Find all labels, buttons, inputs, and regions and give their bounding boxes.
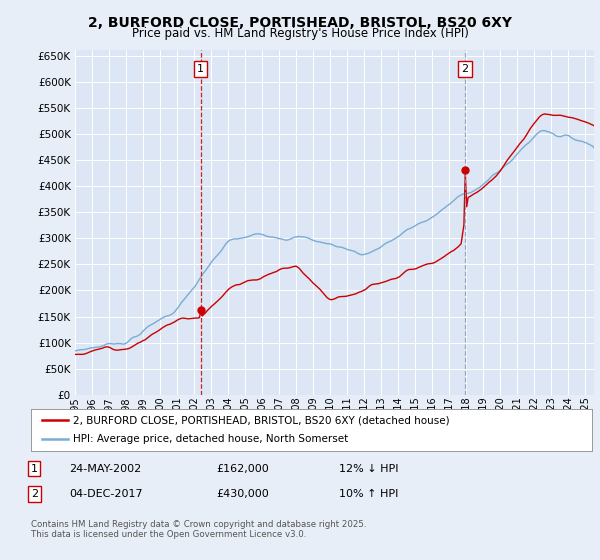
Text: 2, BURFORD CLOSE, PORTISHEAD, BRISTOL, BS20 6XY (detached house): 2, BURFORD CLOSE, PORTISHEAD, BRISTOL, B… [73,415,450,425]
Text: Contains HM Land Registry data © Crown copyright and database right 2025.
This d: Contains HM Land Registry data © Crown c… [31,520,367,539]
Text: Price paid vs. HM Land Registry's House Price Index (HPI): Price paid vs. HM Land Registry's House … [131,27,469,40]
Text: HPI: Average price, detached house, North Somerset: HPI: Average price, detached house, Nort… [73,435,349,445]
Text: 04-DEC-2017: 04-DEC-2017 [69,489,143,499]
Text: 2: 2 [31,489,38,499]
Text: £430,000: £430,000 [216,489,269,499]
Text: 2, BURFORD CLOSE, PORTISHEAD, BRISTOL, BS20 6XY: 2, BURFORD CLOSE, PORTISHEAD, BRISTOL, B… [88,16,512,30]
Text: 10% ↑ HPI: 10% ↑ HPI [339,489,398,499]
Text: 12% ↓ HPI: 12% ↓ HPI [339,464,398,474]
Text: 24-MAY-2002: 24-MAY-2002 [69,464,141,474]
Text: 1: 1 [197,64,204,74]
Text: £162,000: £162,000 [216,464,269,474]
Text: 2: 2 [461,64,469,74]
Text: 1: 1 [31,464,38,474]
